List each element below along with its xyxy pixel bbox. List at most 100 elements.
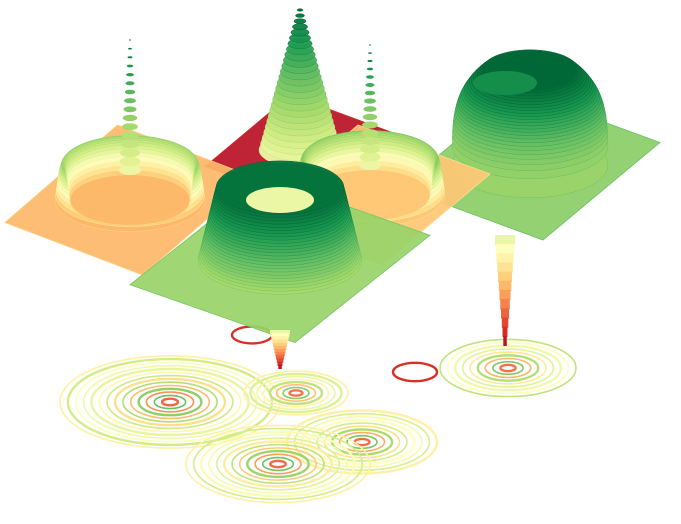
contour-ring-4-9 bbox=[200, 430, 356, 498]
surface-spike-slice-0-10 bbox=[125, 81, 135, 86]
surface-pit-band-2-3 bbox=[497, 262, 513, 273]
surface-pit-band-4-9 bbox=[276, 358, 284, 363]
surface-spike-slice-0-4 bbox=[121, 131, 139, 140]
contour-ring-2-2 bbox=[484, 357, 532, 379]
surface-pit-band-4-6 bbox=[274, 349, 286, 354]
surface-spike-slice-3-12 bbox=[366, 67, 374, 71]
contour-ring-4-2 bbox=[254, 453, 302, 475]
contour-ring-0-5 bbox=[122, 381, 218, 423]
surface-spike-slice-0-3 bbox=[120, 139, 140, 149]
surface-spike-slice-3-7 bbox=[363, 106, 377, 112]
contour-ring-6-0 bbox=[391, 361, 439, 383]
surface-spike-slice-3-3 bbox=[360, 136, 380, 146]
surface-spike-slice-3-10 bbox=[365, 83, 375, 87]
surface-2 bbox=[399, 49, 661, 346]
surface-pit-band-2-11 bbox=[503, 335, 507, 346]
surface-pit-band-2-1 bbox=[495, 244, 515, 255]
contour-ring-1-0 bbox=[288, 389, 304, 397]
contour-ring-4-4 bbox=[238, 447, 318, 481]
surface-spike-slice-3-13 bbox=[367, 59, 373, 63]
surface-layer bbox=[4, 8, 661, 369]
surface-pit-band-2-9 bbox=[501, 317, 509, 328]
contour-ring-4-3 bbox=[246, 449, 310, 479]
contour-ring-0-8 bbox=[98, 371, 242, 433]
contour-ring-0-2 bbox=[145, 391, 195, 413]
surface-spike-slice-3-5 bbox=[362, 121, 378, 129]
contour-ring-1-4 bbox=[262, 378, 330, 408]
surface-pit-band-2-10 bbox=[502, 326, 508, 337]
contour-ring-1-3 bbox=[268, 380, 324, 406]
contour-ring-0-6 bbox=[113, 377, 227, 427]
surface-spike-slice-0-9 bbox=[124, 89, 136, 95]
surface-spike-slice-3-14 bbox=[368, 52, 372, 54]
contour-ring-4-11 bbox=[185, 424, 371, 504]
surface-slice-1-22 bbox=[292, 23, 308, 31]
contour-ring-4-8 bbox=[208, 434, 348, 494]
contour-ring-2-4 bbox=[469, 351, 547, 385]
contour-ring-0-0 bbox=[160, 397, 180, 407]
surface-pit-band-2-5 bbox=[498, 280, 512, 291]
surface-spike-slice-0-6 bbox=[122, 114, 138, 122]
surface-spike-slice-0-14 bbox=[128, 47, 132, 50]
contour-ring-4-6 bbox=[223, 440, 333, 488]
contour-ring-4-10 bbox=[192, 427, 364, 501]
surface-pit-band-4-4 bbox=[273, 342, 287, 347]
contour-ring-0-3 bbox=[137, 387, 203, 417]
surface-pit-band-4-3 bbox=[272, 339, 288, 344]
surface-spike-slice-3-6 bbox=[362, 113, 378, 121]
surface-spike-slice-0-2 bbox=[120, 148, 140, 158]
surface-spike-slice-0-11 bbox=[126, 73, 134, 77]
surface-spike-slice-0-1 bbox=[119, 156, 141, 166]
contour-ring-2-0 bbox=[499, 363, 517, 373]
surface-spike-slice-3-0 bbox=[358, 160, 382, 170]
contour-ring-4-1 bbox=[261, 456, 295, 472]
contour-ring-1-6 bbox=[249, 372, 343, 414]
contour-ring-2-1 bbox=[492, 360, 524, 376]
contour-ring-0-1 bbox=[153, 394, 187, 410]
surface-spike-slice-3-8 bbox=[364, 98, 376, 104]
contour-ring-2-5 bbox=[461, 348, 555, 388]
surface-slice-1-23 bbox=[293, 18, 307, 24]
contour-ring-2-8 bbox=[439, 338, 577, 398]
surface-pit-band-4-0 bbox=[270, 330, 290, 335]
surface-pit-band-4-11 bbox=[278, 364, 282, 369]
surface-spike-slice-3-11 bbox=[366, 75, 374, 79]
surface-spike-slice-0-12 bbox=[126, 64, 134, 68]
surface-plateau-top-2 bbox=[473, 71, 537, 95]
contour-ring-1-7 bbox=[243, 370, 349, 416]
surface-pit-band-2-6 bbox=[499, 290, 511, 301]
contour-ring-3-2 bbox=[338, 431, 386, 453]
surface-pit-band-4-7 bbox=[275, 352, 285, 357]
surface-spike-slice-3-1 bbox=[359, 152, 381, 162]
contour-ring-0-10 bbox=[82, 364, 258, 440]
surface-0 bbox=[4, 39, 256, 276]
contour-ring-2-7 bbox=[446, 341, 570, 395]
contour-ring-1-2 bbox=[275, 383, 317, 402]
surface-spike-slice-3-15 bbox=[368, 44, 372, 46]
surface-pit-band-2-4 bbox=[498, 271, 512, 282]
surface-spike-slice-0-8 bbox=[124, 98, 136, 104]
surface-spike-slice-0-15 bbox=[128, 39, 132, 41]
surface-pit-band-4-5 bbox=[273, 345, 287, 350]
surface-pit-band-4-10 bbox=[277, 361, 283, 366]
surface-spike-slice-3-9 bbox=[364, 90, 376, 96]
surface-pit-band-2-0 bbox=[495, 235, 515, 246]
contour-ring-4-0 bbox=[269, 459, 287, 469]
contour-ring-2-6 bbox=[453, 344, 563, 392]
contour-ring-2-3 bbox=[476, 354, 540, 382]
surface-slice-1-25 bbox=[296, 8, 304, 12]
surface-pit-band-4-8 bbox=[276, 355, 284, 360]
surface-pit-band-2-7 bbox=[500, 299, 510, 310]
surface-spike-slice-0-5 bbox=[122, 123, 138, 131]
surface-crater-bowl-4 bbox=[246, 187, 314, 213]
surface-spike-slice-3-2 bbox=[360, 144, 380, 154]
surface-slice-1-24 bbox=[295, 13, 305, 18]
surface-spike-slice-0-7 bbox=[123, 106, 137, 113]
surface-pit-band-2-2 bbox=[496, 253, 514, 264]
surface-pit-band-2-8 bbox=[501, 308, 509, 319]
surface-pit-band-4-1 bbox=[270, 333, 290, 338]
contour-projections bbox=[59, 325, 577, 504]
surface-spike-slice-0-0 bbox=[118, 165, 142, 175]
surface-4 bbox=[129, 160, 431, 369]
